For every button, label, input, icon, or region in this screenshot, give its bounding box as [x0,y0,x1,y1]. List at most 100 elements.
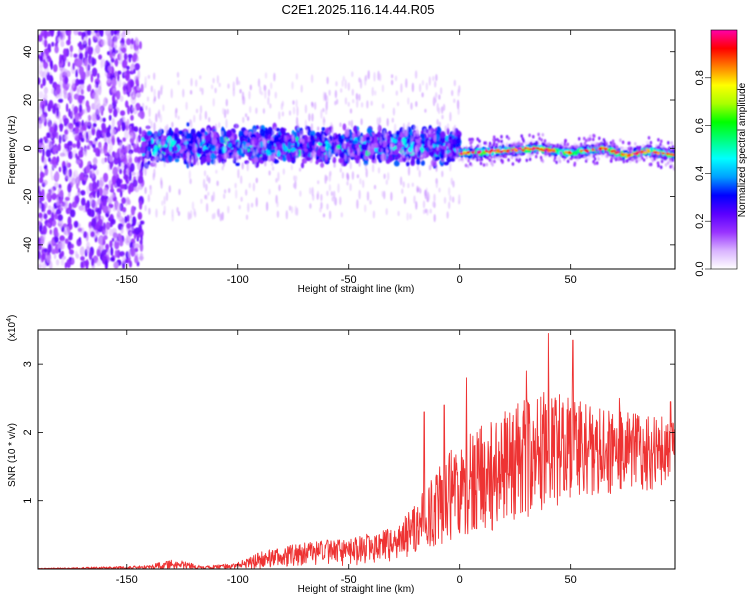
spectrogram-cell [631,157,635,162]
spectrogram-cell [215,145,219,153]
spectrogram-cell [267,154,271,163]
spectrogram-cell [416,164,420,171]
spectrogram-cell [596,153,600,158]
spectrogram-cell [135,39,139,46]
spectrogram-cell [129,79,135,88]
spectrogram-cell [133,186,137,191]
spectrogram-cell [458,85,461,93]
spectrogram-cell [153,88,156,98]
spectrogram-cell [281,111,285,117]
spectrogram-cell [78,44,85,51]
spectrogram-cell [339,122,342,128]
spectrogram-cell [150,85,153,93]
spectrogram-cell [273,159,279,164]
spectrogram-cell [356,98,359,108]
spectrogram-cell [326,203,329,210]
spectrogram-cell [611,139,615,143]
spectrogram-cell [102,205,109,214]
spectrogram-cell [470,163,473,167]
spectrogram-cell [432,201,435,208]
spectrogram-cell [441,114,444,120]
spectrogram-cell [538,136,541,141]
spectrogram-cell [257,78,261,88]
spectrogram-cell [82,151,87,156]
spectrogram-cell [159,114,163,123]
spectrogram-cell [186,151,190,158]
spectrogram-cell [245,142,251,147]
spectrogram-cell [268,188,271,195]
spectrogram-cell [535,140,539,146]
spectrogram-cell [439,87,443,95]
spectrogram-cell [347,146,350,156]
spectrogram-cell [250,202,254,208]
spectrogram-cell [109,240,113,248]
spectrogram-cell [225,139,229,145]
spectrogram-cell [127,91,131,97]
spectrogram-cell [273,72,276,82]
spectrogram-cell [284,135,287,142]
spectrogram-cell [640,156,644,160]
spectrogram-cell [341,79,344,87]
spectrogram-cell [79,172,84,181]
spectrogram-cell [59,31,66,41]
spectrogram-cell [597,143,601,147]
spectrogram-cell [419,133,426,139]
spectrogram-cell [120,42,124,50]
spectrogram-cell [95,44,101,54]
spectrogram-cell [261,146,265,154]
spectrogram-cell [73,53,78,58]
spectrogram-cell [339,196,342,206]
spectrogram-cell [78,52,84,60]
spectrogram-cell [385,158,391,164]
spectrogram-cell [346,181,349,186]
spectrogram-cell [430,159,433,168]
spectrogram-cell [428,130,431,135]
spectrogram-cell [106,74,110,80]
spectrogram-cell [207,191,210,196]
spectrogram-cell [52,139,55,145]
spectrogram-cell [671,164,674,168]
spectrogram-cell [670,141,673,145]
spectrogram-cell [125,69,130,75]
spectrogram-cell [121,197,127,205]
spectrogram-cell [350,119,354,129]
spectrogram-cell [119,52,124,61]
spectrogram-cell [71,201,78,208]
spectrogram-cell [171,121,174,128]
spectrogram-cell [249,84,252,91]
spectrogram-cell [78,149,84,158]
spectrogram-cell [299,190,302,197]
spectrogram-cell [202,178,206,189]
spectrogram-cell [85,260,89,269]
spectrogram-cell [126,155,131,160]
spectrogram-cell [235,162,240,166]
spectrogram-cell [334,134,338,140]
spectrogram-cell [240,196,243,202]
spectrogram-cell [58,166,62,173]
spectrogram-cell [144,186,147,194]
spectrogram-cell [347,82,350,91]
spectrogram-cell [287,142,292,149]
spectrogram-cell [114,239,120,250]
spectrogram-cell [103,235,108,241]
spectrogram-cell [116,188,122,193]
spectrogram-cell [126,65,130,70]
spectrogram-cell [322,213,326,218]
spectrogram-cell [42,225,47,235]
spectrogram-cell [116,136,120,143]
spectrogram-cell [651,158,655,163]
spectrogram-cell [321,143,327,147]
spectrogram-cell [611,153,614,158]
spectrogram-cell [165,191,169,202]
spectrogram-cell [132,242,136,248]
spectrogram-cell [275,127,281,132]
spectrogram-cell [59,152,66,157]
spectrogram-cell [449,194,452,202]
spectrogram-cell [140,161,145,169]
spectrogram-cell [103,150,108,154]
spectrogram-cell [286,153,291,161]
spectrogram-cell [352,140,359,145]
spectrogram-cell [441,148,446,155]
spectrogram-cell [659,154,663,159]
spectrogram-cell [338,157,344,164]
